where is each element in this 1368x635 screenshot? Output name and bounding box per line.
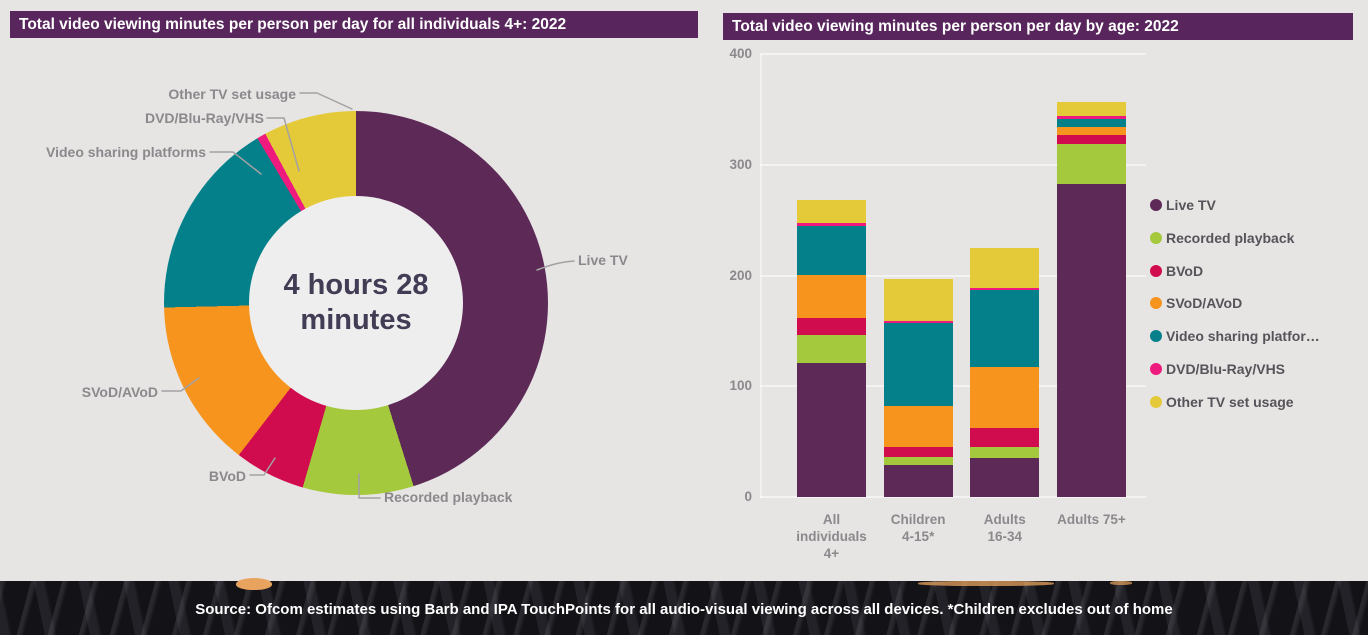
gridline-300: [760, 163, 1146, 166]
bar-segment-live-tv: [1057, 183, 1126, 497]
bar-segment-other-tv-set-usage: [970, 247, 1040, 288]
x-axis-label-adults-16-34: Adults 16-34: [983, 512, 1026, 544]
bar-segment-bvod: [1057, 134, 1126, 144]
bar-segment-recorded-playback: [1057, 143, 1126, 184]
bar-segment-dvd-blu-ray-vhs: [1057, 116, 1126, 120]
stacked-bar-all-individuals-4-: [797, 200, 866, 497]
donut-center-line1: 4 hours 28: [283, 269, 429, 301]
donut-label-recorded-playback: Recorded playback: [384, 489, 513, 505]
donut-label-other-tv-set-usage: Other TV set usage: [168, 86, 296, 102]
bar-segment-dvd-blu-ray-vhs: [883, 320, 953, 324]
legend-swatch-icon: [1150, 297, 1162, 310]
legend-item-other-tv-set-usage: Other TV set usage: [1150, 394, 1294, 410]
stacked-bar-children-4-15-: [883, 278, 953, 497]
donut-label-bvod: BVoD: [208, 468, 246, 484]
bar-segment-bvod: [883, 447, 953, 458]
bar-segment-dvd-blu-ray-vhs: [970, 287, 1040, 290]
legend-label: Recorded playback: [1166, 229, 1295, 246]
photo-highlight-blob: [236, 578, 272, 590]
bar-segment-svod-avod: [970, 367, 1040, 429]
bar-segment-svod-avod: [797, 275, 866, 318]
bar-segment-other-tv-set-usage: [797, 200, 866, 224]
photo-highlight-blob: [1110, 581, 1132, 585]
footer-photo-band: Source: Ofcom estimates using Barb and I…: [0, 578, 1368, 635]
legend-item-bvod: BVoD: [1150, 263, 1203, 279]
bar-segment-svod-avod: [883, 406, 953, 448]
donut-label-svod-avod: SVoD/AVoD: [81, 384, 158, 400]
donut-label-live-tv: Live TV: [578, 252, 628, 268]
legend-label: DVD/Blu-Ray/VHS: [1166, 361, 1286, 377]
bar-segment-live-tv: [883, 464, 953, 497]
stacked-bar-adults-75-: [1057, 101, 1126, 497]
legend-label: Other TV set usage: [1166, 393, 1294, 410]
bar-segment-video-sharing-platforms: [883, 323, 953, 407]
bar-segment-recorded-playback: [970, 447, 1040, 459]
legend-swatch-icon: [1150, 395, 1162, 408]
y-tick-label-400: 400: [729, 46, 752, 61]
gridline-400: [760, 53, 1146, 55]
legend-label: Video sharing platfor…: [1166, 328, 1320, 345]
source-note: Source: Ofcom estimates using Barb and I…: [195, 601, 1173, 618]
legend-item-svod-avod: SVoD/AVoD: [1150, 295, 1242, 311]
bar-segment-video-sharing-platforms: [1057, 119, 1126, 128]
donut-chart-title: Total video viewing minutes per person p…: [10, 11, 698, 38]
bar-segment-recorded-playback: [883, 457, 953, 465]
legend-swatch-icon: [1150, 363, 1162, 375]
donut-label-dvd-bluray-vhs: DVD/Blu-Ray/VHS: [144, 110, 264, 126]
donut-chart: 4 hours 28 minutes: [164, 111, 548, 495]
legend-item-live-tv: Live TV: [1150, 197, 1216, 213]
x-axis-label-adults-75-: Adults 75+: [1057, 512, 1126, 527]
legend-label: Live TV: [1166, 197, 1216, 213]
gridline-100: [760, 385, 1146, 388]
donut-label-video-sharing-platforms: Video sharing platforms: [46, 144, 206, 160]
bar-segment-bvod: [797, 317, 866, 336]
y-tick-label-0: 0: [744, 489, 752, 504]
legend-swatch-icon: [1150, 199, 1162, 211]
donut-center: 4 hours 28 minutes: [249, 196, 463, 410]
legend-label: BVoD: [1166, 262, 1204, 279]
bar-segment-video-sharing-platforms: [797, 225, 866, 276]
bar-segment-other-tv-set-usage: [1057, 101, 1126, 116]
gridline-0: [760, 496, 1146, 498]
bar-segment-recorded-playback: [797, 335, 866, 363]
legend-swatch-icon: [1150, 231, 1162, 244]
legend-item-video-sharing-platforms: Video sharing platfor…: [1150, 328, 1320, 344]
legend-label: SVoD/AVoD: [1166, 295, 1243, 312]
legend-item-dvd-blu-ray-vhs: DVD/Blu-Ray/VHS: [1150, 361, 1285, 377]
stacked-bar-adults-16-34: [970, 247, 1040, 497]
bar-segment-live-tv: [797, 362, 866, 497]
y-tick-label-300: 300: [729, 156, 752, 172]
gridline-200: [760, 274, 1146, 277]
photo-highlight-blob: [918, 581, 1054, 586]
x-axis-label-children-4-15-: Children 4-15*: [890, 512, 946, 544]
legend-item-recorded-playback: Recorded playback: [1150, 230, 1294, 246]
bar-segment-dvd-blu-ray-vhs: [797, 223, 866, 226]
bar-segment-live-tv: [970, 458, 1040, 497]
legend-swatch-icon: [1150, 264, 1162, 277]
donut-center-line2: minutes: [300, 304, 412, 336]
bar-segment-svod-avod: [1057, 127, 1126, 135]
x-axis-label-all-individuals-4-: All individuals 4+: [796, 512, 867, 561]
y-tick-label-100: 100: [729, 378, 752, 394]
bar-chart-title: Total video viewing minutes per person p…: [723, 13, 1353, 40]
bar-segment-other-tv-set-usage: [883, 278, 953, 321]
y-tick-label-200: 200: [729, 267, 752, 283]
bar-segment-video-sharing-platforms: [970, 289, 1040, 368]
legend-swatch-icon: [1150, 330, 1162, 343]
bar-segment-bvod: [970, 428, 1040, 448]
